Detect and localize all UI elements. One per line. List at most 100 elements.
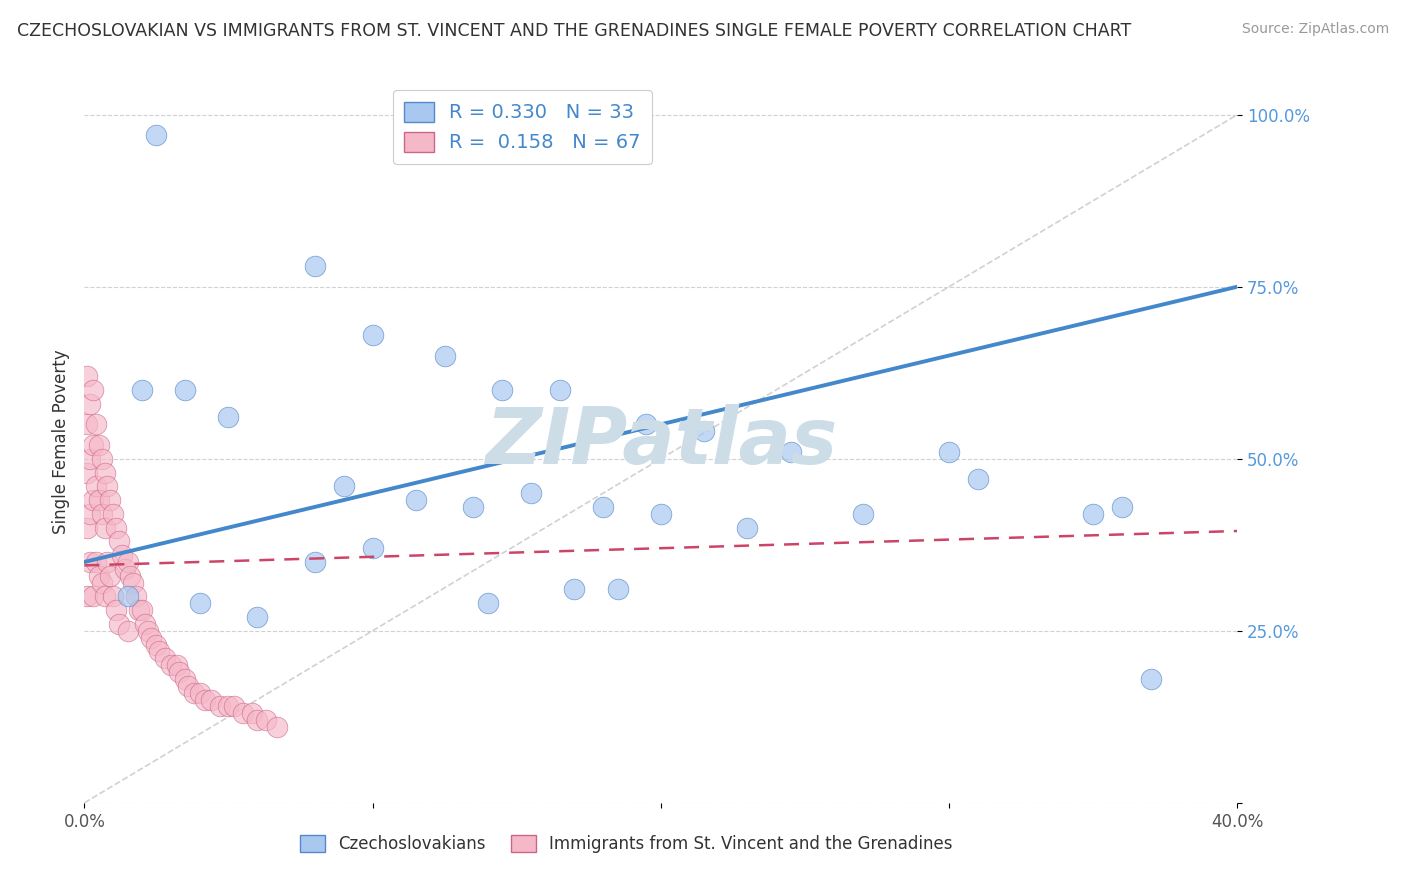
Point: [122, 575, 145, 590]
Point: [967, 472, 990, 486]
Point: [76, 466, 98, 480]
Point: [650, 507, 672, 521]
Text: Source: ZipAtlas.com: Source: ZipAtlas.com: [1241, 22, 1389, 37]
Point: [169, 665, 191, 679]
Point: [103, 590, 124, 604]
Point: [153, 651, 176, 665]
Point: [361, 541, 384, 556]
Point: [1111, 500, 1133, 514]
Point: [266, 720, 288, 734]
Point: [254, 713, 277, 727]
Point: [779, 445, 801, 459]
Point: [117, 555, 139, 569]
Point: [90, 507, 112, 521]
Point: [463, 500, 485, 514]
Point: [737, 520, 759, 534]
Point: [240, 706, 263, 721]
Point: [90, 575, 112, 590]
Point: [117, 624, 139, 638]
Point: [477, 596, 499, 610]
Point: [592, 500, 614, 514]
Point: [120, 568, 142, 582]
Point: [98, 568, 121, 582]
Point: [79, 507, 101, 521]
Point: [79, 555, 101, 569]
Point: [183, 686, 205, 700]
Point: [160, 658, 183, 673]
Point: [93, 590, 115, 604]
Point: [93, 520, 115, 534]
Point: [79, 397, 101, 411]
Point: [96, 555, 118, 569]
Point: [76, 369, 98, 384]
Point: [84, 417, 107, 432]
Point: [166, 658, 188, 673]
Point: [114, 562, 136, 576]
Point: [148, 644, 170, 658]
Point: [87, 493, 110, 508]
Point: [90, 451, 112, 466]
Point: [1083, 507, 1105, 521]
Point: [79, 451, 101, 466]
Point: [491, 383, 513, 397]
Point: [194, 692, 217, 706]
Point: [145, 128, 167, 143]
Text: ZIPatlas: ZIPatlas: [485, 403, 837, 480]
Point: [333, 479, 356, 493]
Point: [82, 590, 104, 604]
Point: [84, 479, 107, 493]
Point: [304, 555, 326, 569]
Point: [1140, 672, 1163, 686]
Point: [246, 610, 269, 624]
Point: [606, 582, 628, 597]
Point: [361, 327, 384, 342]
Point: [246, 713, 269, 727]
Point: [174, 672, 197, 686]
Point: [76, 590, 98, 604]
Point: [82, 383, 104, 397]
Point: [433, 349, 456, 363]
Point: [98, 493, 121, 508]
Point: [108, 616, 131, 631]
Legend: Czechoslovakians, Immigrants from St. Vincent and the Grenadines: Czechoslovakians, Immigrants from St. Vi…: [294, 828, 959, 860]
Point: [548, 383, 571, 397]
Point: [177, 679, 200, 693]
Point: [108, 534, 131, 549]
Text: CZECHOSLOVAKIAN VS IMMIGRANTS FROM ST. VINCENT AND THE GRENADINES SINGLE FEMALE : CZECHOSLOVAKIAN VS IMMIGRANTS FROM ST. V…: [17, 22, 1130, 40]
Point: [145, 638, 167, 652]
Point: [852, 507, 875, 521]
Point: [693, 424, 716, 438]
Point: [87, 568, 110, 582]
Point: [200, 692, 222, 706]
Point: [84, 555, 107, 569]
Point: [125, 590, 148, 604]
Point: [218, 699, 240, 714]
Point: [76, 417, 98, 432]
Point: [76, 520, 98, 534]
Point: [134, 616, 156, 631]
Point: [87, 438, 110, 452]
Point: [105, 603, 128, 617]
Point: [405, 493, 427, 508]
Point: [188, 596, 211, 610]
Point: [131, 603, 153, 617]
Point: [128, 603, 150, 617]
Point: [105, 520, 128, 534]
Point: [520, 486, 543, 500]
Point: [131, 383, 153, 397]
Point: [224, 699, 246, 714]
Point: [208, 699, 231, 714]
Point: [218, 410, 240, 425]
Point: [564, 582, 586, 597]
Point: [117, 590, 139, 604]
Y-axis label: Single Female Poverty: Single Female Poverty: [52, 350, 70, 533]
Point: [136, 624, 159, 638]
Point: [636, 417, 658, 432]
Point: [82, 438, 104, 452]
Point: [188, 686, 211, 700]
Point: [232, 706, 254, 721]
Point: [103, 507, 124, 521]
Point: [304, 259, 326, 273]
Point: [82, 493, 104, 508]
Point: [111, 548, 134, 562]
